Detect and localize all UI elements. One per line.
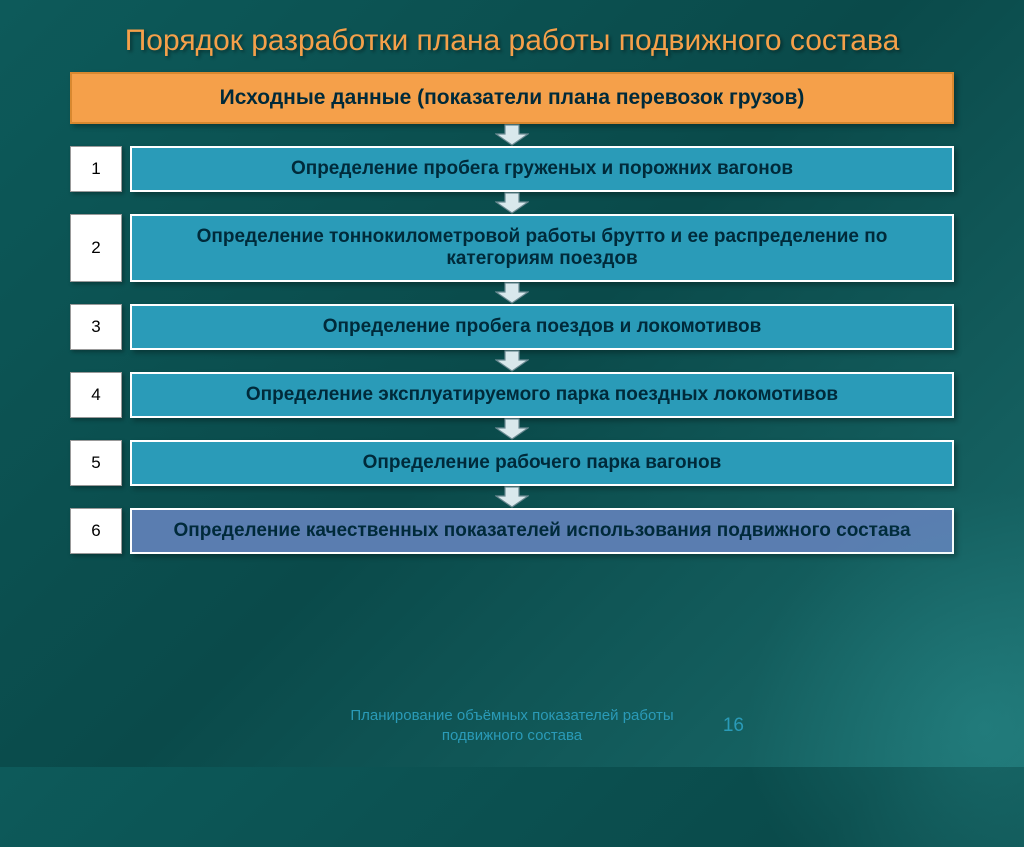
step-row-4: 4 Определение эксплуатируемого парка пое… (70, 372, 954, 418)
step-box-4: Определение эксплуатируемого парка поезд… (130, 372, 954, 418)
down-arrow-icon (495, 192, 529, 214)
down-arrow-icon (495, 124, 529, 146)
page-number: 16 (723, 715, 744, 737)
step-number-4: 4 (70, 372, 122, 418)
step-row-5: 5 Определение рабочего парка вагонов (70, 440, 954, 486)
step-row-6: 6 Определение качественных показателей и… (70, 508, 954, 554)
down-arrow-icon (495, 350, 529, 372)
step-row-2: 2 Определение тоннокилометровой работы б… (70, 214, 954, 282)
arrow-wrap-0 (70, 124, 954, 146)
step-row-1: 1 Определение пробега груженых и порожни… (70, 146, 954, 192)
step-text-1: Определение пробега груженых и порожних … (291, 158, 793, 180)
step-box-5: Определение рабочего парка вагонов (130, 440, 954, 486)
step-box-2: Определение тоннокилометровой работы бру… (130, 214, 954, 282)
step-number-2: 2 (70, 214, 122, 282)
step-number-6: 6 (70, 508, 122, 554)
step-number-3: 3 (70, 304, 122, 350)
arrow-wrap-5 (70, 486, 954, 508)
step-text-5: Определение рабочего парка вагонов (363, 452, 722, 474)
down-arrow-icon (495, 486, 529, 508)
step-box-1: Определение пробега груженых и порожних … (130, 146, 954, 192)
step-text-3: Определение пробега поездов и локомотиво… (323, 316, 762, 338)
arrow-wrap-3 (70, 350, 954, 372)
step-number-5: 5 (70, 440, 122, 486)
down-arrow-icon (495, 282, 529, 304)
arrow-wrap-4 (70, 418, 954, 440)
step-text-2: Определение тоннокилометровой работы бру… (150, 226, 934, 270)
footer-text: Планирование объёмных показателей работы… (342, 706, 682, 745)
step-text-6: Определение качественных показателей исп… (173, 520, 910, 542)
arrow-wrap-1 (70, 192, 954, 214)
down-arrow-icon (495, 418, 529, 440)
step-box-6: Определение качественных показателей исп… (130, 508, 954, 554)
step-box-3: Определение пробега поездов и локомотиво… (130, 304, 954, 350)
step-row-3: 3 Определение пробега поездов и локомоти… (70, 304, 954, 350)
footer-row: Планирование объёмных показателей работы… (0, 706, 1024, 745)
arrow-wrap-2 (70, 282, 954, 304)
header-box: Исходные данные (показатели плана перево… (70, 72, 954, 124)
flowchart-container: Исходные данные (показатели плана перево… (0, 72, 1024, 554)
step-number-1: 1 (70, 146, 122, 192)
step-text-4: Определение эксплуатируемого парка поезд… (246, 384, 838, 406)
slide-title: Порядок разработки плана работы подвижно… (0, 0, 1024, 72)
header-box-text: Исходные данные (показатели плана перево… (220, 86, 805, 109)
